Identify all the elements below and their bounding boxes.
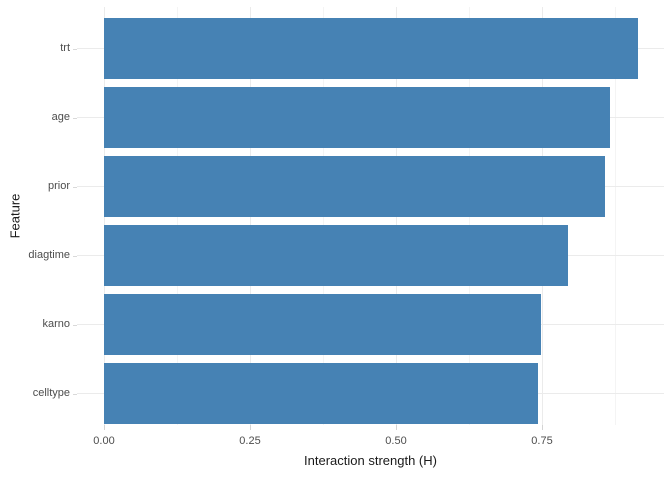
x-tick-label: 0.50: [385, 435, 407, 447]
x-tick-label: 0.25: [239, 435, 261, 447]
bar-trt: [104, 18, 638, 79]
x-tick-label: 0.75: [531, 435, 553, 447]
bar-celltype: [104, 363, 539, 424]
bar-age: [104, 87, 611, 148]
y-tick-label-karno: karno: [42, 317, 70, 330]
bar-karno: [104, 294, 542, 355]
y-axis-tick: [73, 186, 77, 188]
x-axis-tick: [542, 425, 543, 430]
y-axis-tick: [73, 117, 77, 119]
y-tick-label-trt: trt: [60, 41, 70, 54]
y-tick-label-diagtime: diagtime: [28, 248, 70, 261]
y-axis-title: Feature: [7, 193, 23, 239]
x-axis-title: Interaction strength (H): [304, 453, 437, 468]
bar-prior: [104, 156, 606, 217]
x-tick-label: 0.00: [93, 435, 115, 447]
y-axis-tick: [73, 324, 77, 326]
plot-panel: [77, 7, 664, 425]
x-axis-tick: [396, 425, 397, 430]
y-axis-tick: [73, 393, 77, 395]
x-axis-tick: [250, 425, 251, 430]
y-tick-label-age: age: [51, 110, 70, 123]
x-minor-gridline: [615, 7, 616, 425]
y-axis-tick: [73, 48, 77, 50]
y-tick-label-celltype: celltype: [32, 386, 70, 399]
y-tick-label-prior: prior: [47, 179, 70, 192]
bar-diagtime: [104, 225, 568, 286]
x-axis-tick: [104, 425, 105, 430]
y-axis-tick: [73, 255, 77, 257]
